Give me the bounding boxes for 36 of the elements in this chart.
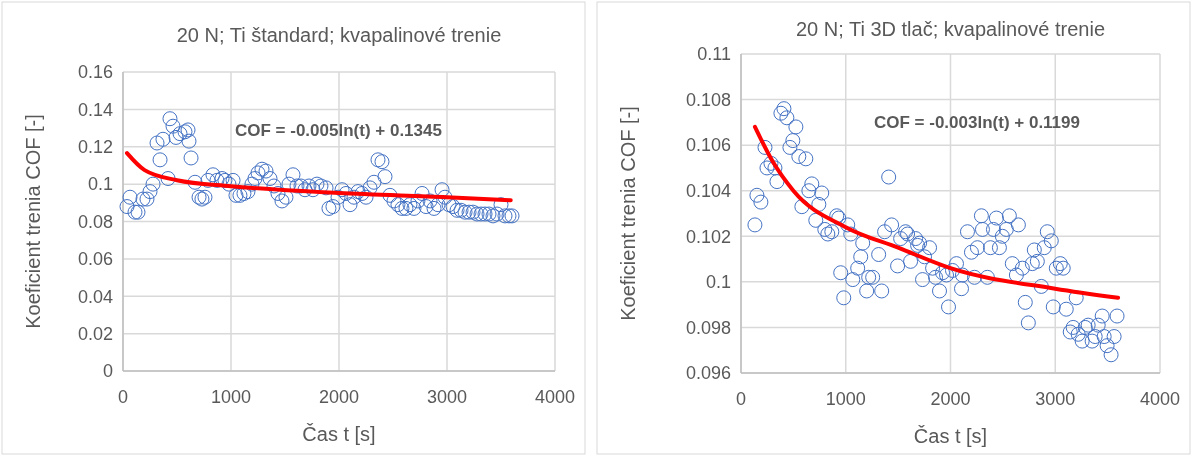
y-tick-label: 0.108 — [685, 89, 731, 110]
x-tick-label: 4000 — [1139, 389, 1181, 409]
x-tick-label: 0 — [117, 387, 129, 407]
y-tick-label: 0.16 — [77, 62, 113, 83]
y-tick-label: 0.104 — [685, 181, 731, 202]
annotation: COF = -0.005ln(t) + 0.1345 — [235, 121, 442, 140]
y-tick-label: 0.1 — [87, 174, 113, 195]
x-tick-label: 2000 — [930, 389, 971, 409]
x-axis-title: Čas t [s] — [302, 423, 376, 445]
y-tick-label: 0.096 — [685, 363, 731, 384]
x-tick-label: 4000 — [534, 387, 576, 407]
y-tick-label: 0.1 — [705, 272, 731, 293]
chart-title: 20 N; Ti 3D tlač; kvapalinové trenie — [795, 18, 1106, 40]
x-tick-label: 1000 — [825, 389, 866, 409]
annotation: COF = -0.003ln(t) + 0.1199 — [874, 113, 1080, 132]
x-tick-label: 3000 — [426, 387, 468, 407]
y-tick-label: 0.02 — [77, 323, 113, 344]
chart-title: 20 N; Ti štandard; kvapalinové trenie — [176, 24, 502, 46]
x-tick-label: 0 — [735, 389, 747, 409]
y-axis-title: Koeficient trenia COF [-] — [617, 106, 639, 321]
y-tick-label: 0.04 — [77, 286, 113, 307]
y-tick-label: 0.12 — [77, 137, 113, 158]
x-tick-label: 3000 — [1035, 389, 1076, 409]
x-tick-label: 2000 — [318, 387, 360, 407]
y-tick-label: 0 — [102, 361, 113, 382]
y-tick-label: 0.098 — [685, 317, 731, 338]
line-series — [125, 151, 513, 203]
x-tick-label: 1000 — [210, 387, 252, 407]
y-tick-label: 0.08 — [77, 211, 113, 232]
y-tick-label: 0.06 — [77, 249, 113, 270]
x-axis-title: Čas t [s] — [913, 425, 988, 447]
y-axis-title: Koeficient trenia COF [-] — [22, 114, 44, 329]
y-tick-label: 0.102 — [685, 226, 731, 247]
y-tick-label: 0.14 — [77, 99, 113, 120]
y-tick-label: 0.11 — [697, 44, 731, 65]
y-tick-label: 0.106 — [685, 135, 731, 156]
